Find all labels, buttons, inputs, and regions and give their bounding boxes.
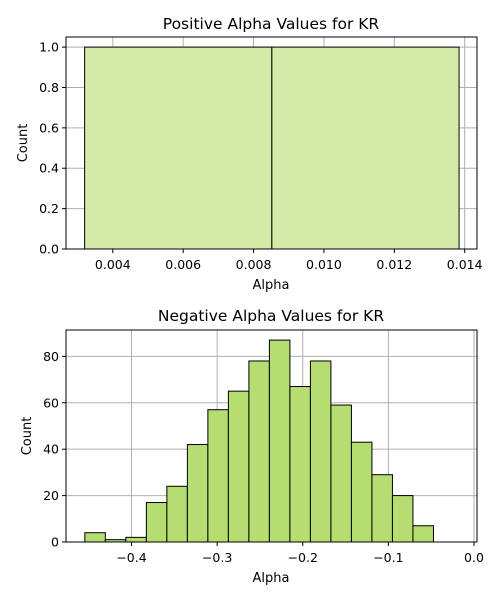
histogram-bar bbox=[186, 444, 209, 543]
histogram-bar bbox=[166, 485, 188, 543]
x-axis-label: Alpha bbox=[253, 571, 290, 586]
chart-title: Positive Alpha Values for KR bbox=[163, 15, 380, 33]
histogram-bar bbox=[145, 502, 168, 543]
y-tick-label: 0 bbox=[51, 535, 59, 550]
x-tick-label: 0.008 bbox=[236, 257, 272, 272]
chart-title: Negative Alpha Values for KR bbox=[158, 307, 384, 325]
y-tick-label: 0.8 bbox=[39, 80, 59, 95]
histogram-bar bbox=[248, 360, 270, 543]
x-tick-label: −0.4 bbox=[116, 550, 146, 565]
x-axis-label: Alpha bbox=[253, 278, 290, 293]
bars bbox=[84, 339, 434, 543]
histogram-bar bbox=[268, 339, 291, 543]
y-axis-label: Count bbox=[20, 417, 35, 456]
histogram-bar bbox=[84, 46, 273, 250]
x-tick-label: −0.2 bbox=[288, 550, 318, 565]
x-tick-label: −0.1 bbox=[373, 550, 403, 565]
y-tick-label: 60 bbox=[43, 395, 59, 410]
histogram-bar bbox=[309, 360, 332, 543]
x-tick-label: 0.010 bbox=[306, 257, 342, 272]
plot-frame bbox=[65, 329, 478, 543]
y-ticks: 0 20 40 60 80 bbox=[43, 349, 66, 550]
positive-alpha-chart: Positive Alpha Values for KR 0.004 0.006 0… bbox=[16, 15, 483, 293]
histogram-bar bbox=[371, 474, 393, 543]
y-tick-label: 0.4 bbox=[39, 161, 59, 176]
y-tick-label: 20 bbox=[43, 488, 59, 503]
y-tick-label: 1.0 bbox=[39, 40, 59, 55]
x-tick-label: 0.012 bbox=[376, 257, 412, 272]
bars bbox=[84, 46, 460, 250]
y-tick-label: 0.2 bbox=[39, 201, 59, 216]
x-tick-label: 0.0 bbox=[464, 550, 484, 565]
x-ticks: 0.004 0.006 0.008 0.010 0.012 0.014 bbox=[95, 249, 483, 272]
histogram-bar bbox=[330, 404, 352, 543]
x-tick-label: −0.3 bbox=[202, 550, 232, 565]
histogram-bar bbox=[350, 441, 373, 543]
histogram-bar bbox=[271, 46, 460, 250]
x-tick-label: 0.004 bbox=[95, 257, 131, 272]
plot-frame bbox=[65, 36, 478, 250]
histogram-bar bbox=[289, 386, 311, 543]
negative-alpha-chart: Negative Alpha Values for KR −0.4 −0.3 −0.… bbox=[20, 307, 484, 586]
histogram-bar bbox=[227, 390, 250, 543]
y-axis-label: Count bbox=[16, 124, 31, 163]
y-tick-label: 40 bbox=[43, 442, 59, 457]
y-tick-label: 0.6 bbox=[39, 120, 59, 135]
histogram-bar bbox=[207, 409, 229, 543]
y-tick-label: 0.0 bbox=[39, 242, 59, 257]
x-tick-label: 0.014 bbox=[447, 257, 483, 272]
histogram-bar bbox=[412, 525, 434, 543]
histogram-bar bbox=[391, 495, 414, 543]
x-ticks: −0.4 −0.3 −0.2 −0.1 0.0 bbox=[116, 542, 484, 565]
y-ticks: 0.0 0.2 0.4 0.6 0.8 1.0 bbox=[39, 40, 66, 257]
histogram-bar bbox=[84, 532, 106, 543]
x-tick-label: 0.006 bbox=[165, 257, 201, 272]
histogram-bar bbox=[125, 536, 147, 543]
y-tick-label: 80 bbox=[43, 349, 59, 364]
